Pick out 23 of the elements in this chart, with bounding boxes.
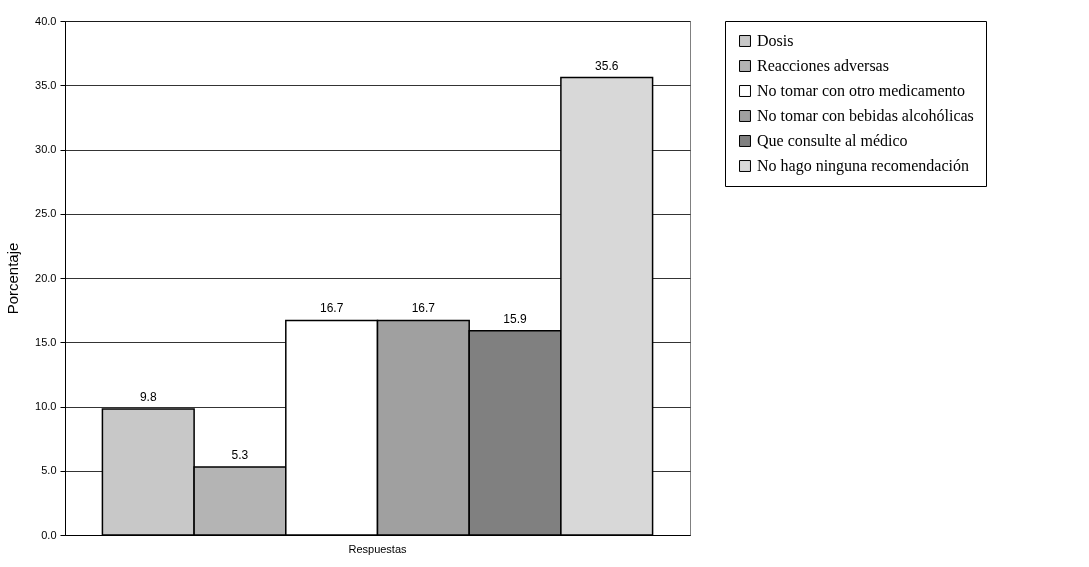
legend-label: No tomar con bebidas alcohólicas <box>757 107 974 124</box>
legend-label: Reacciones adversas <box>757 57 889 74</box>
y-axis-title: Porcentaje <box>4 242 22 315</box>
y-tick-label: 40.0 <box>35 14 57 27</box>
data-label: 15.9 <box>503 311 528 326</box>
y-tick-label: 5.0 <box>41 464 57 477</box>
y-tick-label: 25.0 <box>35 207 57 220</box>
y-tick-label: 30.0 <box>35 143 57 155</box>
y-tick-label: 15.0 <box>35 335 57 348</box>
legend-label: Dosis <box>757 32 794 49</box>
y-tick-label: 35.0 <box>35 78 57 91</box>
y-tick-label: 20.0 <box>35 271 57 284</box>
legend-label: Que consulte al médico <box>757 132 908 149</box>
y-tick-label: 10.0 <box>35 400 57 412</box>
data-label: 16.7 <box>319 301 344 316</box>
data-label: 35.6 <box>595 58 619 73</box>
legend-label: No tomar con otro medicamento <box>757 82 965 99</box>
data-label: 5.3 <box>231 447 249 462</box>
y-tick-label: 0.0 <box>41 528 57 541</box>
data-label: 16.7 <box>411 301 436 316</box>
x-tick-label: Respuestas <box>348 542 408 555</box>
legend-label: No hago ninguna recomendación <box>757 157 969 175</box>
data-label: 9.8 <box>139 390 157 405</box>
